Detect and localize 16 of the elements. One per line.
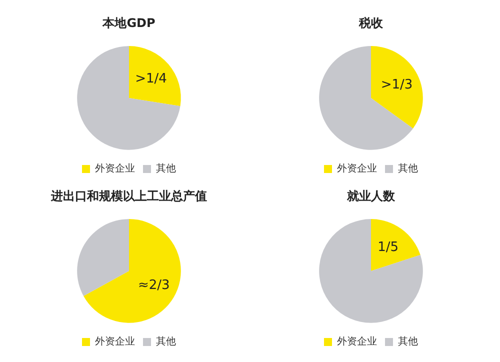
text: 1/5 xyxy=(378,240,398,256)
legend-label: 外资企业 xyxy=(95,336,135,348)
legend-label: 外资企业 xyxy=(337,162,377,174)
chart-title: 税收 xyxy=(358,16,384,30)
text: ≈2/3 xyxy=(138,278,170,294)
chart-title: 就业人数 xyxy=(346,189,396,203)
legend-label: 外资企业 xyxy=(95,162,135,174)
legend-label: 其他 xyxy=(398,162,418,174)
chart-title: 进出口和规模以上工业总产值 xyxy=(50,189,207,203)
legend-label: 外资企业 xyxy=(337,336,377,348)
text: >1/4 xyxy=(135,72,167,87)
legend-label: 其他 xyxy=(398,336,418,348)
legend-label: 其他 xyxy=(156,336,176,348)
chart-title: 本地GDP xyxy=(102,16,156,30)
legend-label: 其他 xyxy=(156,162,176,174)
text: >1/3 xyxy=(380,77,413,92)
